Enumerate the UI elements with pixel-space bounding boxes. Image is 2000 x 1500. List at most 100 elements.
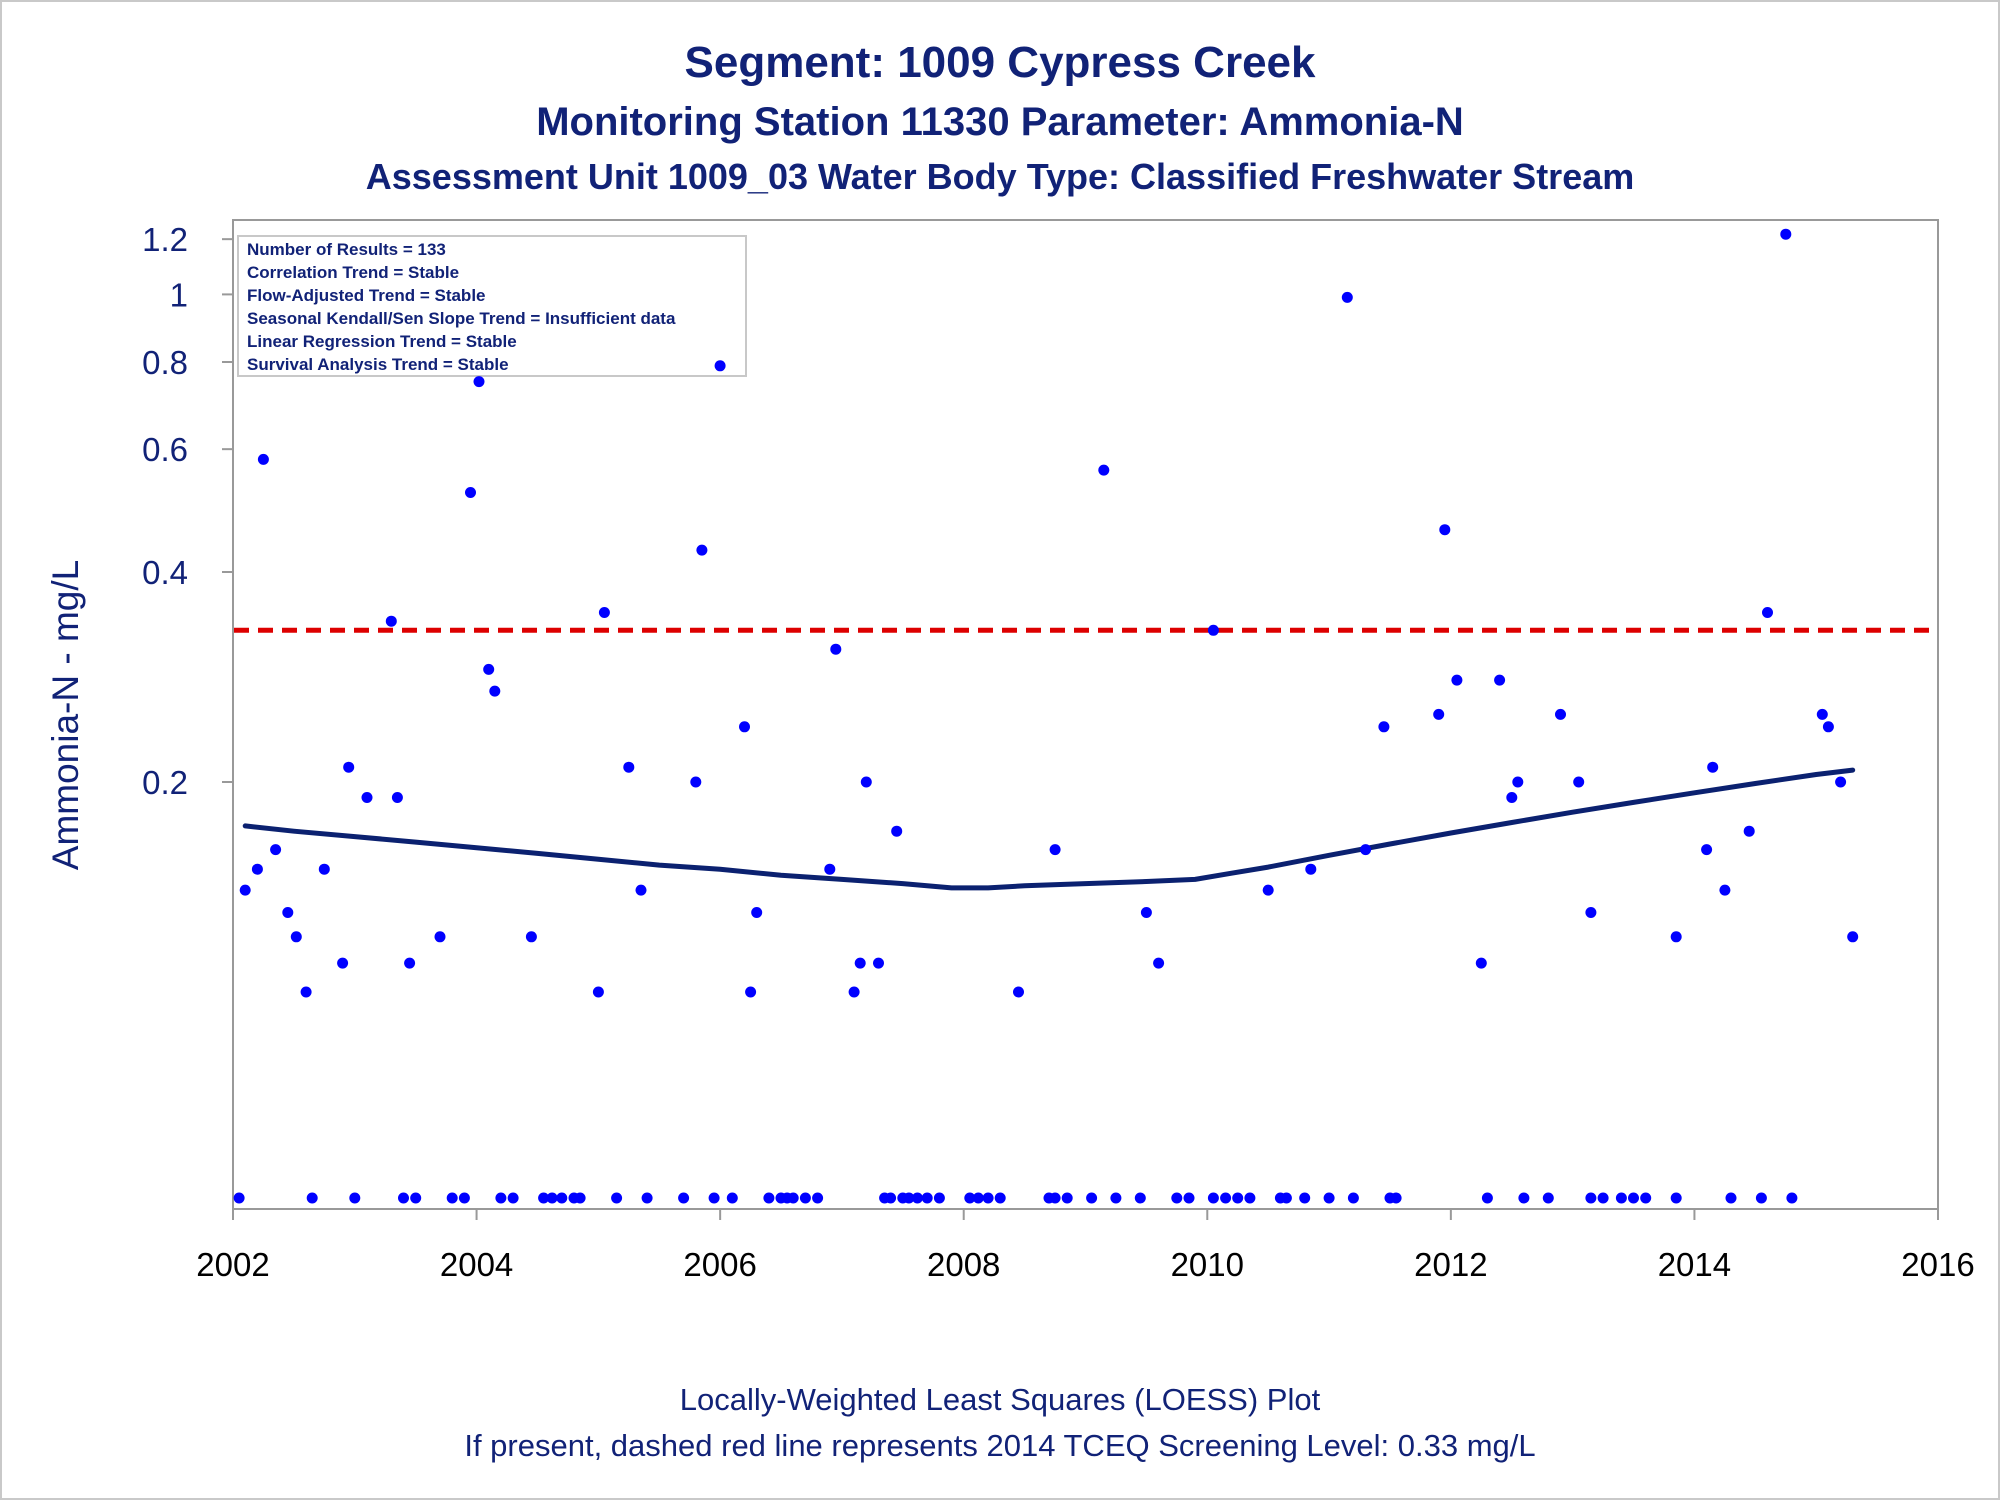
data-point: [290, 931, 302, 943]
data-point: [824, 863, 836, 875]
data-point: [592, 986, 604, 998]
y-tick-label: 1: [170, 276, 188, 313]
data-point-censored: [885, 1192, 897, 1204]
data-point: [483, 663, 495, 675]
x-tick-label: 2004: [440, 1246, 513, 1283]
data-point-censored: [1244, 1192, 1256, 1204]
data-point: [1433, 708, 1445, 720]
data-point: [873, 957, 884, 969]
data-point: [1049, 844, 1061, 856]
data-point: [282, 907, 294, 918]
x-tick-label: 2014: [1658, 1246, 1731, 1283]
chart-title: Segment: 1009 Cypress Creek: [684, 38, 1316, 87]
data-point: [318, 863, 330, 875]
data-point-censored: [495, 1192, 507, 1204]
data-point-censored: [1323, 1192, 1335, 1204]
data-point-censored: [233, 1192, 245, 1204]
data-point: [1707, 761, 1719, 773]
data-point-censored: [1220, 1192, 1232, 1204]
data-point: [1207, 624, 1219, 636]
data-point: [361, 792, 373, 803]
data-point: [1506, 792, 1518, 803]
data-point-censored: [1786, 1192, 1798, 1204]
chart-subtitle-station: Monitoring Station 11330 Parameter: Ammo…: [536, 100, 1464, 144]
data-point: [1475, 957, 1487, 969]
data-points: [233, 228, 1859, 1204]
data-point-censored: [1207, 1192, 1219, 1204]
x-axis: 2002 2004 2006 2008 2010 2012 2014 2016: [196, 1209, 1975, 1283]
data-point: [1341, 291, 1353, 303]
x-tick-label: 2016: [1901, 1246, 1974, 1283]
data-point-censored: [964, 1192, 976, 1204]
data-point-censored: [812, 1192, 824, 1204]
data-point-censored: [1134, 1192, 1146, 1204]
data-point-censored: [1061, 1192, 1073, 1204]
data-point: [473, 376, 485, 388]
data-point-censored: [574, 1192, 586, 1204]
data-point-censored: [1542, 1192, 1554, 1204]
data-point: [1153, 957, 1165, 969]
data-point: [257, 453, 269, 465]
data-point: [1360, 844, 1372, 856]
data-point: [745, 986, 757, 998]
x-tick-label: 2010: [1171, 1246, 1244, 1283]
data-point-censored: [1615, 1192, 1627, 1204]
data-point-censored: [611, 1192, 623, 1204]
stats-legend-line: Linear Regression Trend = Stable: [247, 332, 517, 351]
data-point-censored: [349, 1192, 361, 1204]
data-point-censored: [1640, 1192, 1652, 1204]
data-point-censored: [708, 1192, 720, 1204]
chart-subtitle-assessment: Assessment Unit 1009_03 Water Body Type:…: [365, 156, 1635, 197]
data-point: [739, 721, 750, 733]
data-point-censored: [972, 1192, 984, 1204]
data-point: [1573, 776, 1585, 788]
data-point: [239, 884, 251, 896]
stats-legend-line: Flow-Adjusted Trend = Stable: [247, 286, 486, 305]
data-point: [1816, 708, 1828, 720]
data-point-censored: [921, 1192, 933, 1204]
data-point: [1098, 464, 1110, 476]
data-point-censored: [507, 1192, 519, 1204]
y-tick-label: 0.8: [142, 344, 188, 381]
data-point-censored: [546, 1192, 558, 1204]
data-point: [434, 931, 446, 943]
data-point-censored: [911, 1192, 923, 1204]
data-point: [891, 825, 903, 837]
data-point-censored: [1725, 1192, 1737, 1204]
data-point: [300, 986, 312, 998]
data-point: [1670, 931, 1682, 943]
data-point: [1847, 931, 1859, 943]
data-point: [525, 931, 537, 943]
data-point-censored: [1597, 1192, 1609, 1204]
data-point: [1743, 825, 1755, 837]
plot-area: [232, 219, 1939, 1210]
data-point: [690, 776, 702, 788]
data-point: [343, 761, 355, 773]
data-point-censored: [1086, 1192, 1098, 1204]
data-point-censored: [556, 1192, 568, 1204]
data-point-censored: [1299, 1192, 1311, 1204]
data-point: [1494, 674, 1506, 686]
loess-line: [242, 767, 1856, 891]
data-point: [1378, 721, 1390, 733]
data-point-censored: [678, 1192, 690, 1204]
data-point: [251, 863, 263, 875]
data-point: [1439, 524, 1451, 536]
stats-legend-line: Number of Results = 133: [247, 240, 446, 259]
data-point: [1585, 907, 1597, 918]
data-point: [635, 884, 647, 896]
data-point-censored: [538, 1192, 550, 1204]
data-point-censored: [763, 1192, 775, 1204]
data-point: [1555, 708, 1566, 720]
y-tick-label: 1.2: [142, 221, 188, 258]
data-point-censored: [1049, 1192, 1061, 1204]
data-point-censored: [458, 1192, 470, 1204]
y-tick-label: 0.2: [142, 764, 188, 801]
x-tick-label: 2012: [1414, 1246, 1487, 1283]
y-tick-label: 0.4: [142, 554, 188, 591]
data-point-censored: [982, 1192, 994, 1204]
data-point: [598, 607, 610, 618]
data-point-censored: [994, 1192, 1006, 1204]
data-point: [1701, 844, 1713, 856]
y-axis: 0.2 0.4 0.6 0.8 1 1.2: [142, 221, 233, 801]
